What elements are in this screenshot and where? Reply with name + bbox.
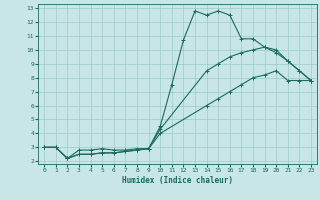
X-axis label: Humidex (Indice chaleur): Humidex (Indice chaleur) — [122, 176, 233, 185]
